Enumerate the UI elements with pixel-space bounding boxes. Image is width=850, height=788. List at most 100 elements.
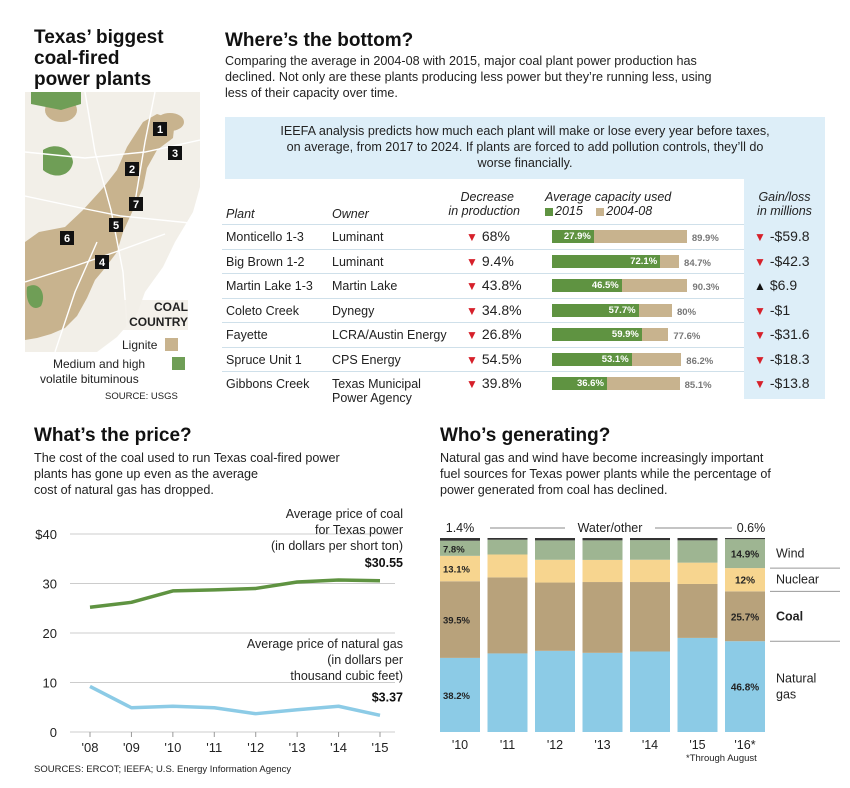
plant-name: Gibbons Creek — [226, 377, 310, 391]
stack-segment — [535, 650, 575, 732]
bottom-intro: Comparing the average in 2004-08 with 20… — [225, 53, 825, 101]
plant-row: Monticello 1-3 Luminant ▼ 68% 27.9% 89.9% ▼ -$5… — [222, 224, 825, 249]
down-arrow-icon: ▼ — [466, 352, 478, 367]
plant-marker: 3 — [168, 146, 182, 160]
header-plant: Plant — [226, 207, 255, 221]
stack-segment — [487, 554, 528, 578]
gain-loss-value: -$42.3 — [769, 252, 810, 269]
water-last-label: 0.6% — [737, 521, 766, 535]
bottom-title: Where’s the bottom? — [225, 30, 414, 51]
row-divider — [222, 346, 744, 348]
series-legend-label: gas — [776, 688, 796, 702]
svg-text:1: 1 — [157, 124, 163, 136]
row-divider — [222, 371, 744, 372]
segment-label: 25.7% — [731, 612, 759, 623]
stack-segment — [487, 577, 528, 654]
decrease-value: 26.8% — [481, 326, 522, 342]
lignite-swatch — [164, 338, 178, 351]
stack-segment — [582, 559, 623, 583]
bottom-intro-line: less of their capacity over time. — [225, 86, 398, 100]
decrease-value: 68% — [481, 228, 510, 244]
header-gain-line: Gain/loss — [758, 190, 811, 204]
decrease-value: 39.8% — [481, 375, 522, 391]
decrease-cell: ▼ 39.8% — [466, 376, 522, 391]
stack-segment — [535, 559, 575, 583]
series-label: (in dollars per short ton) — [271, 539, 403, 553]
row-divider — [222, 248, 744, 250]
plant-owner-line2: Power Agency — [332, 391, 412, 405]
capacity-bar-2015: 59.9% — [552, 328, 642, 341]
x-category-label: '16* — [734, 738, 755, 752]
decrease-cell: ▼ 43.8% — [466, 278, 522, 293]
down-arrow-icon: ▼ — [754, 303, 766, 318]
plant-marker: 6 — [60, 231, 74, 245]
capacity-2015-label: 53.1% — [601, 353, 629, 365]
down-arrow-icon: ▼ — [466, 303, 478, 318]
capacity-2015-label: 46.5% — [591, 280, 619, 291]
stack-segment — [440, 540, 480, 556]
series-legend-label: Wind — [776, 547, 805, 561]
callout-line: worse financially. — [477, 156, 573, 170]
plant-marker: 1 — [153, 122, 167, 136]
price-intro-line: plants has gone up even as the average — [34, 467, 259, 481]
row-divider — [222, 224, 744, 225]
legend-bituminous-line: volatile bituminous — [40, 372, 139, 386]
plant-name: Coleto Creek — [226, 303, 299, 318]
generation-stacked-bar-chart: 38.2% 39.5% 13.1% 7.8% '10 '11 '12 '13 '14 '15 46.… — [436, 521, 840, 752]
down-arrow-icon: ▼ — [466, 328, 478, 342]
plant-marker: 4 — [95, 255, 109, 269]
decrease-value: 54.5% — [481, 350, 522, 367]
down-arrow-icon: ▼ — [754, 254, 766, 269]
stack-segment — [630, 538, 670, 541]
series-line — [89, 684, 381, 718]
x-category-label: '11 — [500, 738, 515, 752]
stack-segment — [677, 583, 718, 638]
stack-segment — [487, 653, 528, 732]
gain-loss-value: -$31.6 — [769, 326, 810, 342]
capacity-0408-label: 90.3% — [692, 282, 720, 293]
plant-name: Monticello 1-3 — [226, 230, 304, 244]
header-owner: Owner — [332, 207, 369, 221]
series-end-label: $3.37 — [372, 690, 403, 704]
stack-segment — [440, 657, 480, 732]
capacity-0408-label: 84.7% — [684, 257, 711, 269]
ieefa-callout: IEEFA analysis predicts how much each pl… — [225, 117, 825, 179]
plant-owner: Luminant — [332, 230, 384, 244]
generating-intro-line: power generated from coal has declined. — [440, 483, 668, 497]
segment-label: 12% — [735, 576, 755, 587]
stack-segment — [677, 540, 718, 563]
stack-segment — [487, 539, 528, 555]
x-category-label: '15 — [689, 738, 705, 752]
gain-loss-value: -$13.8 — [769, 375, 810, 391]
stack-segment — [677, 538, 718, 541]
plant-row: Martin Lake 1-3 Martin Lake ▼ 43.8% 46.5% 90.… — [222, 273, 825, 298]
plant-owner: LCRA/Austin Energy — [332, 328, 447, 342]
capacity-2015-label: 27.9% — [563, 231, 591, 242]
capacity-0408-label: 85.1% — [684, 380, 712, 391]
stack-segment — [725, 568, 765, 592]
legend-0408-label: 2004-08 — [606, 204, 653, 218]
svg-text:6: 6 — [64, 233, 70, 245]
segment-label: 7.8% — [443, 544, 465, 555]
x-tick-label: '15 — [372, 740, 389, 755]
down-arrow-icon: ▼ — [754, 377, 766, 391]
callout-line: on average, from 2017 to 2024. If plants… — [286, 140, 764, 154]
capacity-bar-2015: 46.5% — [552, 279, 622, 292]
legend-0408-swatch — [596, 207, 605, 216]
segment-label: 46.8% — [731, 683, 759, 694]
map-title: Texas’ biggest coal-fired power plants — [34, 27, 164, 90]
plant-markers: 1 2 3 4 5 6 7 — [60, 122, 182, 269]
gain-loss-cell: ▼ -$42.3 — [754, 254, 810, 269]
price-title: What’s the price? — [34, 425, 192, 446]
stack-segment — [630, 559, 670, 583]
series-legend-label: Coal — [776, 609, 803, 623]
svg-text:5: 5 — [113, 220, 119, 232]
price-intro: The cost of the coal used to run Texas c… — [34, 450, 394, 498]
capacity-0408-label: 86.2% — [686, 355, 714, 367]
capacity-bar-2015: 27.9% — [552, 230, 594, 243]
gain-loss-cell: ▼ -$1 — [754, 303, 790, 318]
svg-text:7: 7 — [133, 199, 139, 211]
header-decrease-line: Decrease — [460, 190, 515, 204]
plant-table: Monticello 1-3 Luminant ▼ 68% 27.9% 89.9% ▼ -$5… — [222, 224, 825, 405]
capacity-2015-label: 72.1% — [630, 255, 658, 267]
